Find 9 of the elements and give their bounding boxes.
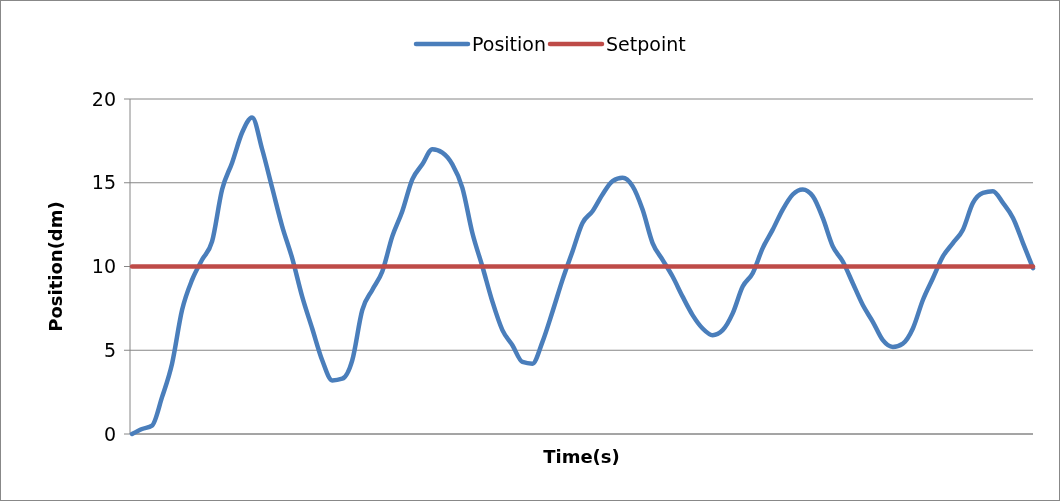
x-axis-title: Time(s): [543, 446, 620, 467]
legend-label: Setpoint: [606, 32, 686, 55]
y-tick-label: 10: [91, 255, 116, 278]
legend-label: Position: [472, 32, 546, 55]
y-tick-label: 15: [91, 171, 116, 194]
y-tick-label: 5: [103, 338, 116, 361]
y-tick-label: 20: [91, 87, 116, 110]
y-tick-label: 0: [103, 422, 116, 445]
y-axis-title: Position(dm): [45, 201, 66, 332]
